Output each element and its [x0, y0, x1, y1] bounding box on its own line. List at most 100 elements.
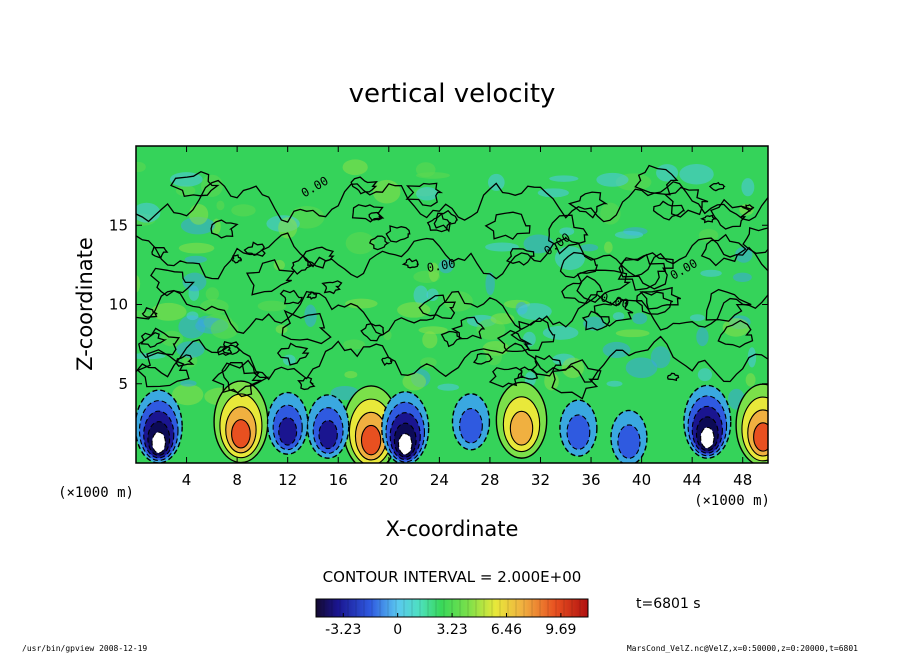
z-tick-label: 15: [109, 216, 128, 234]
zero-contour: [231, 254, 243, 264]
weak-downdraft-patch: [180, 216, 215, 235]
weak-updraft-patch: [257, 300, 287, 312]
weak-downdraft-patch: [656, 164, 679, 182]
weak-updraft-patch: [136, 161, 146, 173]
zero-contour: [666, 372, 680, 382]
zero-contour: [708, 181, 726, 192]
weak-downdraft-patch: [485, 242, 519, 252]
zero-contour: [426, 212, 452, 233]
colorbar-tick-label: 9.69: [545, 622, 576, 638]
weak-downdraft-patch: [485, 272, 495, 296]
weak-downdraft-patch: [696, 327, 709, 347]
weak-updraft-patch: [175, 185, 196, 197]
weak-updraft-patch: [178, 242, 215, 254]
x-axis-unit: (×1000 m): [694, 493, 770, 509]
weak-updraft-patch: [150, 302, 187, 321]
colorbar: -3.23 0 3.23 6.46 9.69: [315, 598, 589, 638]
downdraft-cell-contour: [151, 431, 166, 454]
weak-updraft-patch: [342, 159, 368, 176]
zero-contour: [136, 335, 768, 383]
weak-updraft-patch: [345, 231, 375, 255]
weak-updraft-patch: [205, 287, 219, 301]
downdraft-cell-contour: [318, 419, 338, 450]
zero-contour: [581, 310, 611, 331]
colorbar-tick-label: 6.46: [491, 622, 522, 638]
weak-downdraft-patch: [583, 316, 606, 331]
weak-updraft-patch: [344, 371, 358, 379]
weak-updraft-patch: [415, 172, 450, 179]
zero-contour: [517, 366, 539, 380]
weak-updraft-patch: [172, 384, 204, 406]
weak-downdraft-patch: [537, 188, 569, 198]
zero-contour: [279, 289, 303, 305]
zero-contour: [385, 225, 411, 243]
zero-contour: [211, 361, 262, 398]
weak-downdraft-patch: [741, 178, 755, 197]
zero-contour: [136, 289, 768, 336]
downdraft-cell-contour: [278, 417, 298, 446]
downdraft-cell-contour: [397, 433, 413, 456]
zero-contour: [472, 353, 494, 365]
weak-downdraft-patch: [180, 380, 197, 387]
zero-contour: [297, 376, 316, 391]
contour-label: 0.00: [426, 256, 457, 275]
zero-contour: [210, 219, 239, 239]
zero-contour: [176, 354, 195, 367]
x-tick-label: 20: [379, 471, 398, 489]
weak-updraft-patch: [231, 204, 256, 217]
x-tick-label: 4: [182, 471, 192, 489]
zero-contour: [451, 316, 486, 340]
colorbar-tick-label: -3.23: [325, 622, 361, 638]
weak-downdraft-patch: [700, 269, 722, 277]
contour-interval-label: CONTOUR INTERVAL = 2.000E+00: [323, 568, 582, 586]
weak-downdraft-patch: [426, 288, 439, 302]
zero-contour: [221, 359, 270, 394]
zero-contour: [276, 342, 310, 366]
zero-contour: [302, 246, 335, 269]
zero-contour: [136, 232, 768, 280]
footer-program: /usr/bin/gpview 2008-12-19: [22, 644, 147, 653]
weak-downdraft-patch: [304, 304, 317, 328]
time-label: t=6801 s: [636, 596, 701, 612]
weak-updraft-patch: [600, 202, 621, 225]
weak-updraft-patch: [476, 318, 506, 340]
contour-lines: [136, 164, 768, 400]
x-tick-label: 48: [733, 471, 752, 489]
weak-downdraft-patch: [689, 314, 705, 322]
weak-updraft-patch: [604, 241, 613, 254]
weak-updraft-patch: [402, 372, 427, 391]
colorbar-tick-label: 3.23: [436, 622, 467, 638]
weak-downdraft-patch: [517, 303, 552, 320]
x-tick-label: 12: [278, 471, 297, 489]
zero-contour: [281, 309, 332, 345]
zero-contour: [136, 179, 768, 223]
chart-title: vertical velocity: [349, 79, 556, 109]
x-tick-label: 16: [329, 471, 348, 489]
zero-contour: [700, 214, 718, 224]
plot-area: 0.000.000.000.000.00: [135, 145, 769, 464]
footer-source: MarsCond_VelZ.nc@VelZ,x=0:50000,z=0:2000…: [627, 644, 858, 653]
weak-downdraft-patch: [606, 380, 623, 387]
zero-contour: [639, 286, 682, 310]
weak-updraft-patch: [443, 291, 473, 312]
zero-contour: [700, 233, 747, 267]
weak-updraft-patch: [136, 275, 141, 293]
weak-downdraft-patch: [438, 259, 454, 274]
zero-contour: [710, 198, 753, 230]
updraft-cell-contour: [231, 419, 251, 449]
weak-updraft-patch: [216, 200, 225, 211]
zero-contour: [561, 275, 604, 305]
weak-downdraft-patch: [612, 312, 625, 321]
zero-contour: [559, 251, 599, 279]
z-axis-ticks: 5 10 15: [109, 216, 768, 393]
z-axis-unit: (×1000 m): [58, 485, 134, 501]
downdraft-cell-contour: [700, 426, 715, 449]
z-axis-label: Z-coordinate: [73, 237, 97, 371]
x-axis-label: X-coordinate: [386, 517, 519, 541]
zero-contour: [634, 164, 679, 196]
x-tick-label: 8: [232, 471, 242, 489]
zero-contour: [290, 254, 314, 275]
weak-updraft-patch: [422, 331, 438, 349]
weak-downdraft-patch: [549, 175, 579, 182]
